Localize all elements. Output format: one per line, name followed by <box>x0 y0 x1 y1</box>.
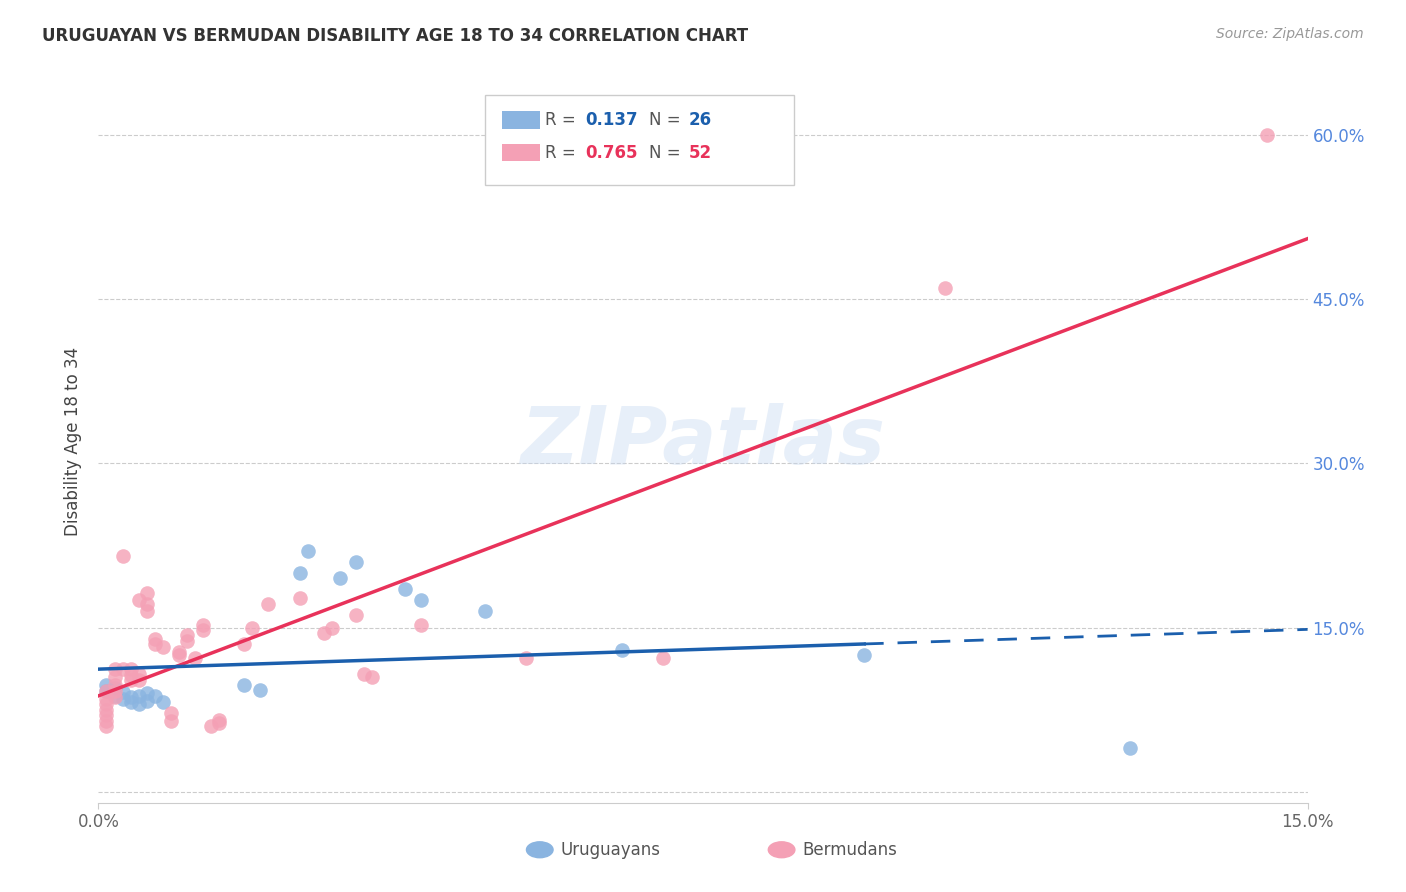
Point <box>128 689 150 703</box>
FancyBboxPatch shape <box>502 112 540 128</box>
Point <box>167 645 190 659</box>
Point <box>120 667 142 681</box>
Point <box>103 677 125 691</box>
Point <box>120 673 142 688</box>
Point <box>167 648 190 662</box>
Point <box>160 714 183 728</box>
Point <box>314 626 336 640</box>
Point <box>128 698 150 712</box>
Point <box>394 582 416 597</box>
Point <box>193 618 215 632</box>
Point <box>135 694 157 708</box>
Point <box>103 670 125 684</box>
Text: R =: R = <box>544 111 581 129</box>
Point <box>193 623 215 637</box>
Point <box>152 695 174 709</box>
FancyBboxPatch shape <box>502 144 540 161</box>
Point <box>474 604 496 618</box>
Point <box>208 713 231 727</box>
Point <box>353 666 375 681</box>
Point <box>256 597 278 611</box>
Point <box>651 651 673 665</box>
Point <box>344 607 367 622</box>
Point <box>111 685 134 699</box>
Point <box>934 281 956 295</box>
Point <box>409 593 432 607</box>
Point <box>160 706 183 720</box>
Point <box>143 632 166 646</box>
Point <box>143 637 166 651</box>
Circle shape <box>526 842 553 858</box>
Point <box>135 585 157 599</box>
Point <box>1119 741 1142 756</box>
Point <box>321 621 343 635</box>
Point <box>184 651 207 665</box>
Point <box>96 677 118 691</box>
Point <box>515 651 537 665</box>
Text: N =: N = <box>648 144 686 161</box>
Point <box>96 703 118 717</box>
Point <box>288 591 311 606</box>
Text: 0.765: 0.765 <box>586 144 638 161</box>
Point <box>344 555 367 569</box>
Point <box>135 604 157 618</box>
Point <box>96 708 118 723</box>
Point <box>208 715 231 730</box>
Point <box>96 684 118 698</box>
Text: 52: 52 <box>689 144 711 161</box>
Text: Bermudans: Bermudans <box>803 841 897 859</box>
Point <box>111 691 134 706</box>
Point <box>96 714 118 728</box>
Point <box>96 719 118 733</box>
Point <box>1256 128 1278 142</box>
Point <box>409 618 432 632</box>
Point <box>96 691 118 706</box>
Point <box>143 689 166 703</box>
Point <box>103 690 125 704</box>
Point <box>612 642 634 657</box>
Point <box>361 670 384 684</box>
Point <box>297 544 319 558</box>
Point <box>288 566 311 580</box>
Point <box>96 698 118 712</box>
Point <box>249 683 271 698</box>
Text: 0.137: 0.137 <box>586 111 638 129</box>
Point <box>103 662 125 676</box>
Point <box>103 681 125 695</box>
Point <box>853 648 876 662</box>
Text: Uruguayans: Uruguayans <box>561 841 661 859</box>
Point <box>128 593 150 607</box>
Circle shape <box>768 842 794 858</box>
Text: N =: N = <box>648 111 686 129</box>
Point <box>128 666 150 681</box>
Text: R =: R = <box>544 144 581 161</box>
Point <box>103 684 125 698</box>
Text: Source: ZipAtlas.com: Source: ZipAtlas.com <box>1216 27 1364 41</box>
Point <box>96 684 118 698</box>
Point <box>152 640 174 655</box>
Point <box>120 662 142 676</box>
Point <box>232 677 254 691</box>
Point <box>200 719 222 733</box>
Point <box>120 695 142 709</box>
FancyBboxPatch shape <box>485 95 793 185</box>
Point <box>329 571 352 585</box>
Point <box>176 628 198 642</box>
Point <box>111 549 134 564</box>
Y-axis label: Disability Age 18 to 34: Disability Age 18 to 34 <box>65 347 83 536</box>
Point <box>232 637 254 651</box>
Point <box>120 690 142 704</box>
Text: 26: 26 <box>689 111 711 129</box>
Point <box>128 673 150 688</box>
Point <box>135 597 157 611</box>
Point <box>135 686 157 700</box>
Text: ZIPatlas: ZIPatlas <box>520 402 886 481</box>
Text: URUGUAYAN VS BERMUDAN DISABILITY AGE 18 TO 34 CORRELATION CHART: URUGUAYAN VS BERMUDAN DISABILITY AGE 18 … <box>42 27 748 45</box>
Point <box>103 689 125 703</box>
Point <box>240 621 263 635</box>
Point <box>111 662 134 676</box>
Point <box>176 633 198 648</box>
